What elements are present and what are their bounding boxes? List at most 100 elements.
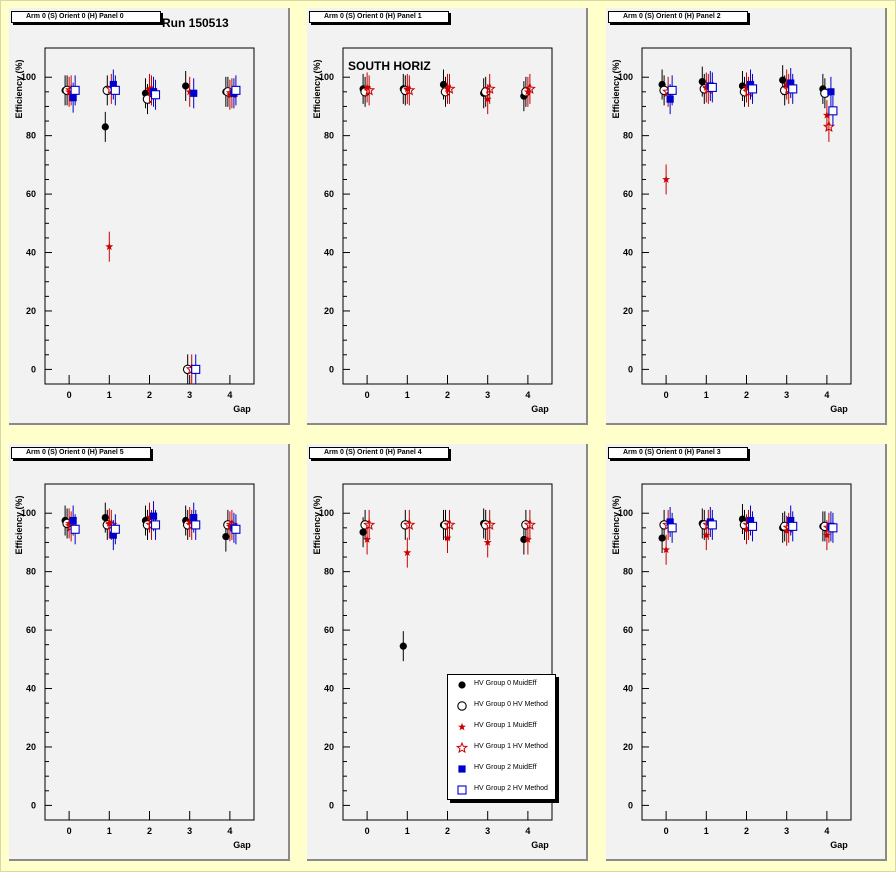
legend-marker-shape [458,681,466,689]
y-tick-label: 80 [623,567,633,577]
x-tick-label: 4 [525,826,530,836]
data-point [222,532,230,541]
data-point [779,76,787,84]
x-tick-label: 2 [445,390,450,400]
data-point [666,95,674,103]
y-tick-label: 0 [329,364,334,374]
data-point [101,123,109,131]
data-point [109,80,117,89]
legend-label: HV Group 0 MuidEff [474,680,537,687]
data-point [822,111,831,119]
data-point [483,518,496,531]
data-point [443,82,456,95]
x-axis-label: Gap [830,404,848,414]
pad-title: Arm 0 (S) Orient 0 (H) Panel 3 [608,447,748,459]
x-axis-label: Gap [531,404,549,414]
legend-marker-shape [455,741,469,754]
legend-marker-icon [457,701,467,711]
x-tick-label: 2 [744,390,749,400]
x-tick-label: 1 [107,390,112,400]
x-tick-label: 0 [365,826,370,836]
data-point [443,533,452,542]
data-point [443,84,452,93]
data-point [702,530,711,539]
data-point [150,90,161,100]
x-tick-label: 0 [365,390,370,400]
data-point [70,85,80,95]
pad-panel-1: 0 20 40 60 80 100 0 1 2 3 4 Gap Efficiency (%) Arm 0… [307,8,588,425]
y-tick-label: 0 [628,800,633,810]
y-tick-label: 0 [628,364,633,374]
data-point [698,78,706,86]
data-point [707,82,717,92]
data-point [142,94,153,104]
y-tick-label: 100 [618,508,633,518]
y-axis-label: Efficiency (%) [14,59,24,118]
x-tick-label: 4 [227,390,232,400]
data-point [667,85,677,95]
x-tick-label: 3 [187,390,192,400]
data-point [787,79,795,87]
legend-label: HV Group 2 MuidEff [474,764,537,771]
data-point [822,530,831,539]
data-point [523,82,536,95]
legend-item: HV Group 0 HV Method [448,696,555,716]
data-point [110,524,120,534]
x-axis-label: Gap [233,404,251,414]
data-point [65,519,74,527]
x-tick-label: 3 [187,826,192,836]
x-axis-label: Gap [830,840,848,850]
data-point [658,534,666,542]
y-axis-label: Efficiency (%) [611,495,621,554]
y-tick-label: 60 [324,189,334,199]
plot-frame [44,483,255,821]
x-tick-label: 2 [147,390,152,400]
data-point [363,535,372,543]
data-point [69,94,77,102]
data-point [150,520,161,530]
y-tick-label: 0 [329,800,334,810]
legend-marker-icon [458,765,466,773]
x-tick-label: 3 [784,826,789,836]
y-tick-label: 100 [21,508,36,518]
x-tick-label: 2 [744,826,749,836]
y-tick-label: 40 [623,684,633,694]
data-point [399,642,407,650]
data-point [403,548,412,557]
legend-item: HV Group 2 HV Method [448,780,555,800]
data-point [190,89,198,97]
data-point [483,94,492,103]
data-point [231,85,241,95]
y-tick-label: 100 [319,72,334,82]
data-point [523,87,532,96]
data-point [788,84,798,94]
y-tick-label: 40 [324,248,334,258]
y-axis-label: Efficiency (%) [611,59,621,118]
x-tick-label: 0 [67,390,72,400]
y-tick-label: 20 [324,306,334,316]
pad-panel-4: 0 20 40 60 80 100 0 1 2 3 4 Gap Efficiency (%) Arm 0… [307,444,588,861]
y-tick-label: 20 [324,742,334,752]
x-tick-label: 0 [67,826,72,836]
y-tick-label: 40 [26,248,36,258]
legend-item: HV Group 2 MuidEff [448,759,555,779]
legend-marker-icon [458,722,466,731]
pad-title: Arm 0 (S) Orient 0 (H) Panel 1 [309,11,449,23]
y-tick-label: 20 [26,306,36,316]
data-point [109,531,117,539]
pad-panel-3: 0 20 40 60 80 100 0 1 2 3 4 Gap Efficiency (%) Arm 0… [606,444,887,861]
data-point [149,512,158,520]
data-point [662,545,671,554]
y-tick-label: 80 [623,131,633,141]
legend-marker-shape [457,701,467,711]
y-tick-label: 100 [21,72,36,82]
legend: HV Group 0 MuidEff HV Group 0 HV Method … [447,674,556,800]
south-horiz-label: SOUTH HORIZ [348,59,431,73]
data-point [742,83,751,91]
data-point [191,520,201,530]
y-tick-label: 60 [324,625,334,635]
data-point [828,523,838,533]
y-axis-label: Efficiency (%) [14,495,24,554]
